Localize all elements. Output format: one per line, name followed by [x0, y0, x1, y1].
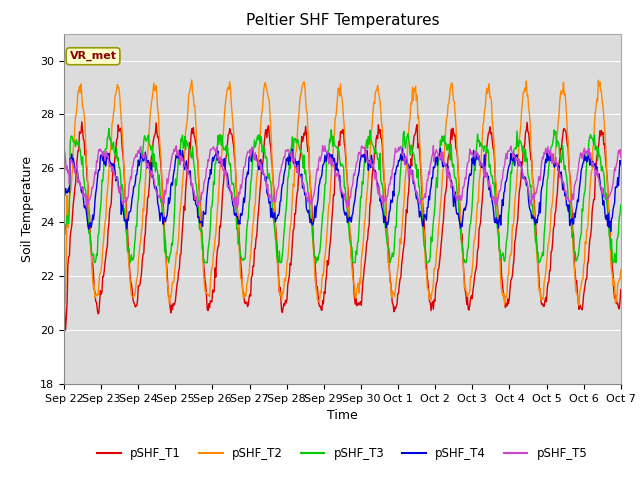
pSHF_T2 [575, 302, 583, 308]
pSHF_T3 [412, 165, 419, 171]
pSHF_T2 [127, 292, 135, 298]
pSHF_T5 [214, 155, 221, 161]
pSHF_T1 [61, 327, 69, 333]
pSHF_T5 [70, 165, 78, 171]
pSHF_T4 [127, 203, 135, 208]
pSHF_T1 [186, 140, 193, 145]
Text: VR_met: VR_met [70, 51, 116, 61]
Line: pSHF_T4: pSHF_T4 [64, 148, 621, 231]
pSHF_T2 [188, 77, 196, 83]
pSHF_T2 [60, 279, 68, 285]
pSHF_T3 [91, 260, 99, 265]
pSHF_T5 [617, 154, 625, 160]
Line: pSHF_T5: pSHF_T5 [64, 145, 621, 207]
pSHF_T5 [60, 147, 68, 153]
pSHF_T3 [105, 126, 113, 132]
pSHF_T2 [70, 140, 78, 146]
pSHF_T2 [617, 267, 625, 273]
Line: pSHF_T2: pSHF_T2 [64, 80, 621, 305]
pSHF_T4 [436, 145, 444, 151]
Line: pSHF_T3: pSHF_T3 [64, 129, 621, 263]
pSHF_T1 [428, 300, 436, 306]
pSHF_T4 [60, 187, 68, 192]
pSHF_T5 [319, 143, 326, 148]
pSHF_T4 [70, 161, 78, 167]
pSHF_T3 [70, 140, 78, 145]
Y-axis label: Soil Temperature: Soil Temperature [22, 156, 35, 262]
pSHF_T1 [71, 185, 79, 191]
pSHF_T4 [607, 228, 614, 234]
pSHF_T3 [186, 146, 193, 152]
pSHF_T4 [426, 187, 434, 193]
pSHF_T1 [60, 279, 68, 285]
X-axis label: Time: Time [327, 409, 358, 422]
pSHF_T3 [129, 257, 137, 263]
pSHF_T3 [60, 228, 68, 233]
pSHF_T4 [184, 168, 192, 173]
pSHF_T4 [214, 157, 221, 163]
pSHF_T5 [412, 189, 419, 195]
Line: pSHF_T1: pSHF_T1 [64, 122, 621, 330]
pSHF_T5 [127, 176, 135, 182]
Title: Peltier SHF Temperatures: Peltier SHF Temperatures [246, 13, 439, 28]
pSHF_T3 [617, 202, 625, 208]
pSHF_T5 [184, 166, 192, 172]
pSHF_T2 [411, 89, 419, 95]
pSHF_T5 [234, 204, 241, 210]
pSHF_T1 [617, 287, 625, 292]
pSHF_T3 [428, 239, 436, 244]
pSHF_T2 [428, 297, 435, 303]
pSHF_T1 [78, 119, 86, 125]
Legend: pSHF_T1, pSHF_T2, pSHF_T3, pSHF_T4, pSHF_T5: pSHF_T1, pSHF_T2, pSHF_T3, pSHF_T4, pSHF… [93, 443, 592, 465]
pSHF_T1 [215, 242, 223, 248]
pSHF_T1 [412, 130, 419, 136]
pSHF_T5 [428, 154, 436, 159]
pSHF_T4 [410, 180, 418, 186]
pSHF_T3 [215, 142, 223, 147]
pSHF_T2 [214, 199, 222, 204]
pSHF_T4 [617, 162, 625, 168]
pSHF_T1 [129, 296, 137, 301]
pSHF_T2 [184, 108, 192, 114]
